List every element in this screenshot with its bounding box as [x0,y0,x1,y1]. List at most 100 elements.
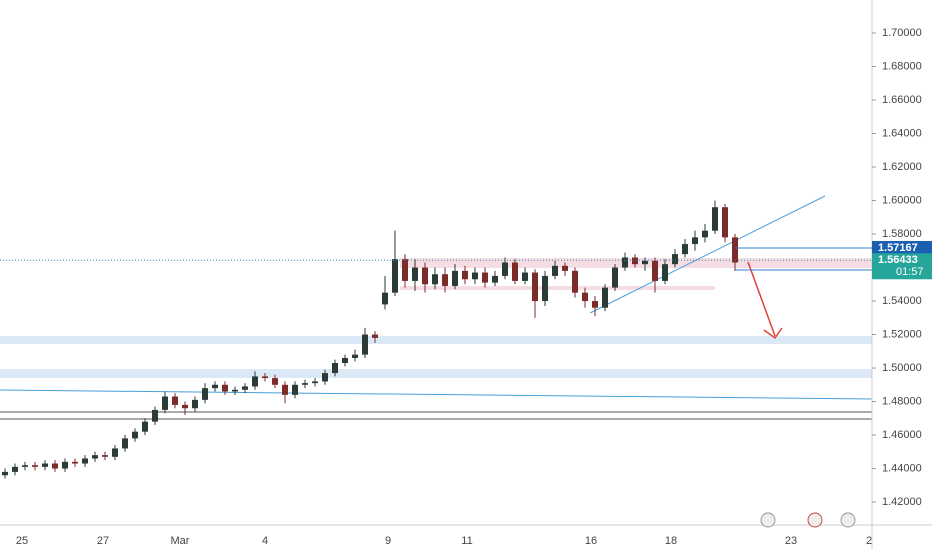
candle-body [532,272,538,302]
y-tick-label: 1.68000 [882,60,922,72]
event-icons [760,512,856,528]
x-tick-label: Mar [171,535,190,547]
candle-body [62,461,68,469]
candle-body [72,461,78,464]
candle-body [342,357,348,364]
y-tick-label: 1.70000 [882,27,922,39]
support-zone [0,336,872,344]
countdown: 01:57 [896,266,924,278]
candle-body [262,376,268,379]
candle-body [612,267,618,288]
candle-body [52,463,58,469]
candle-body [402,259,408,281]
candle-body [662,264,668,281]
candle-body [462,270,468,280]
candle-body [392,259,398,293]
candle-body [192,399,198,409]
candle-body [372,334,378,338]
candle-body [692,237,698,245]
candle-body [432,274,438,285]
candle-body [232,389,238,392]
candle-body [142,421,148,432]
candle-body [172,396,178,405]
candle-body [122,438,128,449]
support-zone [0,369,872,378]
candle-body [382,292,388,305]
candle-body [582,292,588,302]
y-tick-label: 1.50000 [882,362,922,374]
candle-body [362,334,368,355]
arrow [747,261,776,337]
candle-body [632,257,638,265]
candle-body [112,448,118,457]
x-tick-label: 2 [866,535,872,547]
y-tick-label: 1.62000 [882,161,922,173]
y-tick-label: 1.44000 [882,462,922,474]
candle-body [482,272,488,283]
candle-body [302,383,308,385]
price-box [872,240,932,255]
candle-body [712,207,718,231]
candle-body [182,404,188,409]
y-tick-label: 1.46000 [882,429,922,441]
x-tick-label: 16 [585,535,597,547]
x-tick-label: 27 [97,535,109,547]
candle-body [2,471,8,476]
price-label: 1.57167 [878,242,918,254]
candle-body [322,373,328,382]
trendline [589,195,826,314]
x-tick-label: 4 [262,535,268,547]
zone [400,286,715,290]
x-tick-label: 9 [385,535,391,547]
candle-body [242,386,248,390]
candle-body [212,384,218,389]
last-price-label: 1.56433 [878,254,918,266]
candle-body [562,265,568,271]
candle-body [222,384,228,392]
candle-body [642,260,648,265]
candle-body [672,254,678,265]
y-tick-label: 1.52000 [882,328,922,340]
candle-body [512,262,518,281]
event-icon [807,512,823,528]
y-tick-label: 1.60000 [882,194,922,206]
candle-body [162,396,168,410]
candle-body [82,458,88,464]
x-tick-label: 25 [16,535,28,547]
y-tick-label: 1.42000 [882,496,922,508]
x-tick-label: 18 [665,535,677,547]
candle-body [92,455,98,459]
candle-body [102,455,108,457]
trendline [0,389,873,400]
candle-body [542,275,548,302]
y-tick-label: 1.64000 [882,127,922,139]
candle-body [312,381,318,384]
candle-body [202,388,208,400]
candle-body [492,275,498,283]
event-icon [840,512,856,528]
candle-body [472,272,478,280]
price-box [872,253,932,280]
arrow-head [763,327,783,340]
candle-body [32,465,38,467]
y-tick-label: 1.58000 [882,228,922,240]
y-tick-label: 1.48000 [882,395,922,407]
candle-body [412,267,418,281]
y-tick-label: 1.54000 [882,295,922,307]
candle-body [702,230,708,238]
x-tick-label: 11 [461,535,472,547]
candle-body [132,431,138,439]
candle-body [282,384,288,395]
y-tick-label: 1.66000 [882,94,922,106]
candle-body [252,376,258,387]
candle-body [332,363,338,374]
candle-body [452,270,458,286]
candle-body [652,260,658,281]
x-tick-label: 23 [785,535,797,547]
candle-body [682,244,688,255]
candle-body [592,301,598,308]
candle-body [42,463,48,467]
candle-body [732,237,738,263]
candle-body [622,257,628,268]
